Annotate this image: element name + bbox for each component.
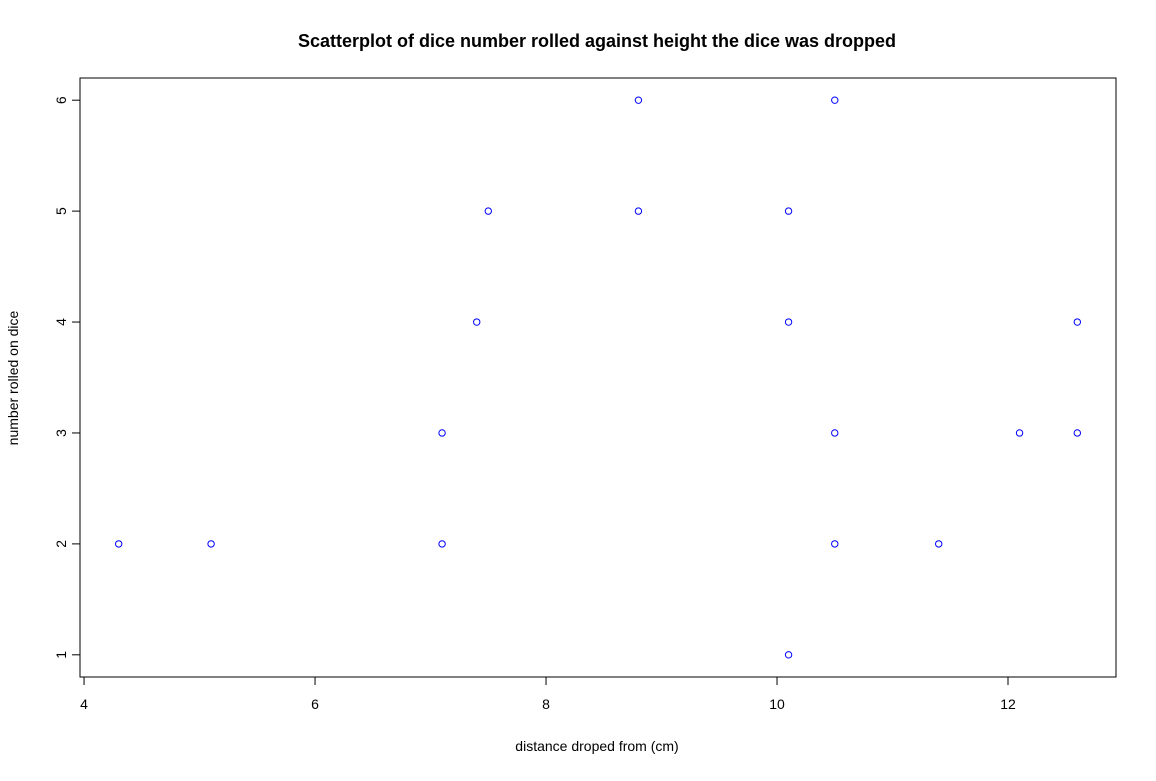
y-tick-label: 6	[53, 96, 69, 104]
data-point	[438, 429, 446, 437]
y-tick-label: 4	[53, 318, 69, 326]
data-point	[484, 207, 492, 215]
x-tick-label: 12	[1000, 696, 1016, 712]
data-point	[473, 318, 481, 326]
x-axis: 4 6 8 10 12	[80, 676, 1016, 712]
data-point	[114, 540, 123, 548]
y-tick-label: 1	[53, 651, 69, 659]
data-point	[935, 540, 943, 548]
data-point	[831, 540, 839, 548]
data-point	[784, 318, 793, 326]
x-axis-label: distance droped from (cm)	[515, 738, 678, 754]
y-tick-label: 3	[53, 429, 69, 437]
x-tick-label: 10	[769, 696, 785, 712]
data-point	[1073, 318, 1082, 326]
chart-title: Scatterplot of dice number rolled agains…	[298, 31, 896, 51]
x-tick-label: 8	[542, 696, 550, 712]
data-point	[831, 429, 839, 437]
data-point	[634, 207, 643, 215]
y-tick-label: 5	[53, 207, 69, 215]
y-tick-label: 2	[53, 540, 69, 548]
data-point	[1073, 429, 1082, 437]
data-points	[114, 96, 1082, 659]
x-tick-label: 6	[311, 696, 319, 712]
data-point	[438, 540, 446, 548]
y-axis: 1 2 3 4 5 6	[53, 96, 81, 659]
x-tick-label: 4	[80, 696, 88, 712]
data-point	[207, 540, 215, 548]
plot-frame	[79, 77, 1117, 678]
data-point	[784, 207, 793, 215]
data-point	[784, 651, 793, 659]
data-point	[1015, 429, 1024, 437]
data-point	[634, 96, 643, 104]
data-point	[831, 96, 839, 104]
y-axis-label: number rolled on dice	[5, 310, 21, 445]
